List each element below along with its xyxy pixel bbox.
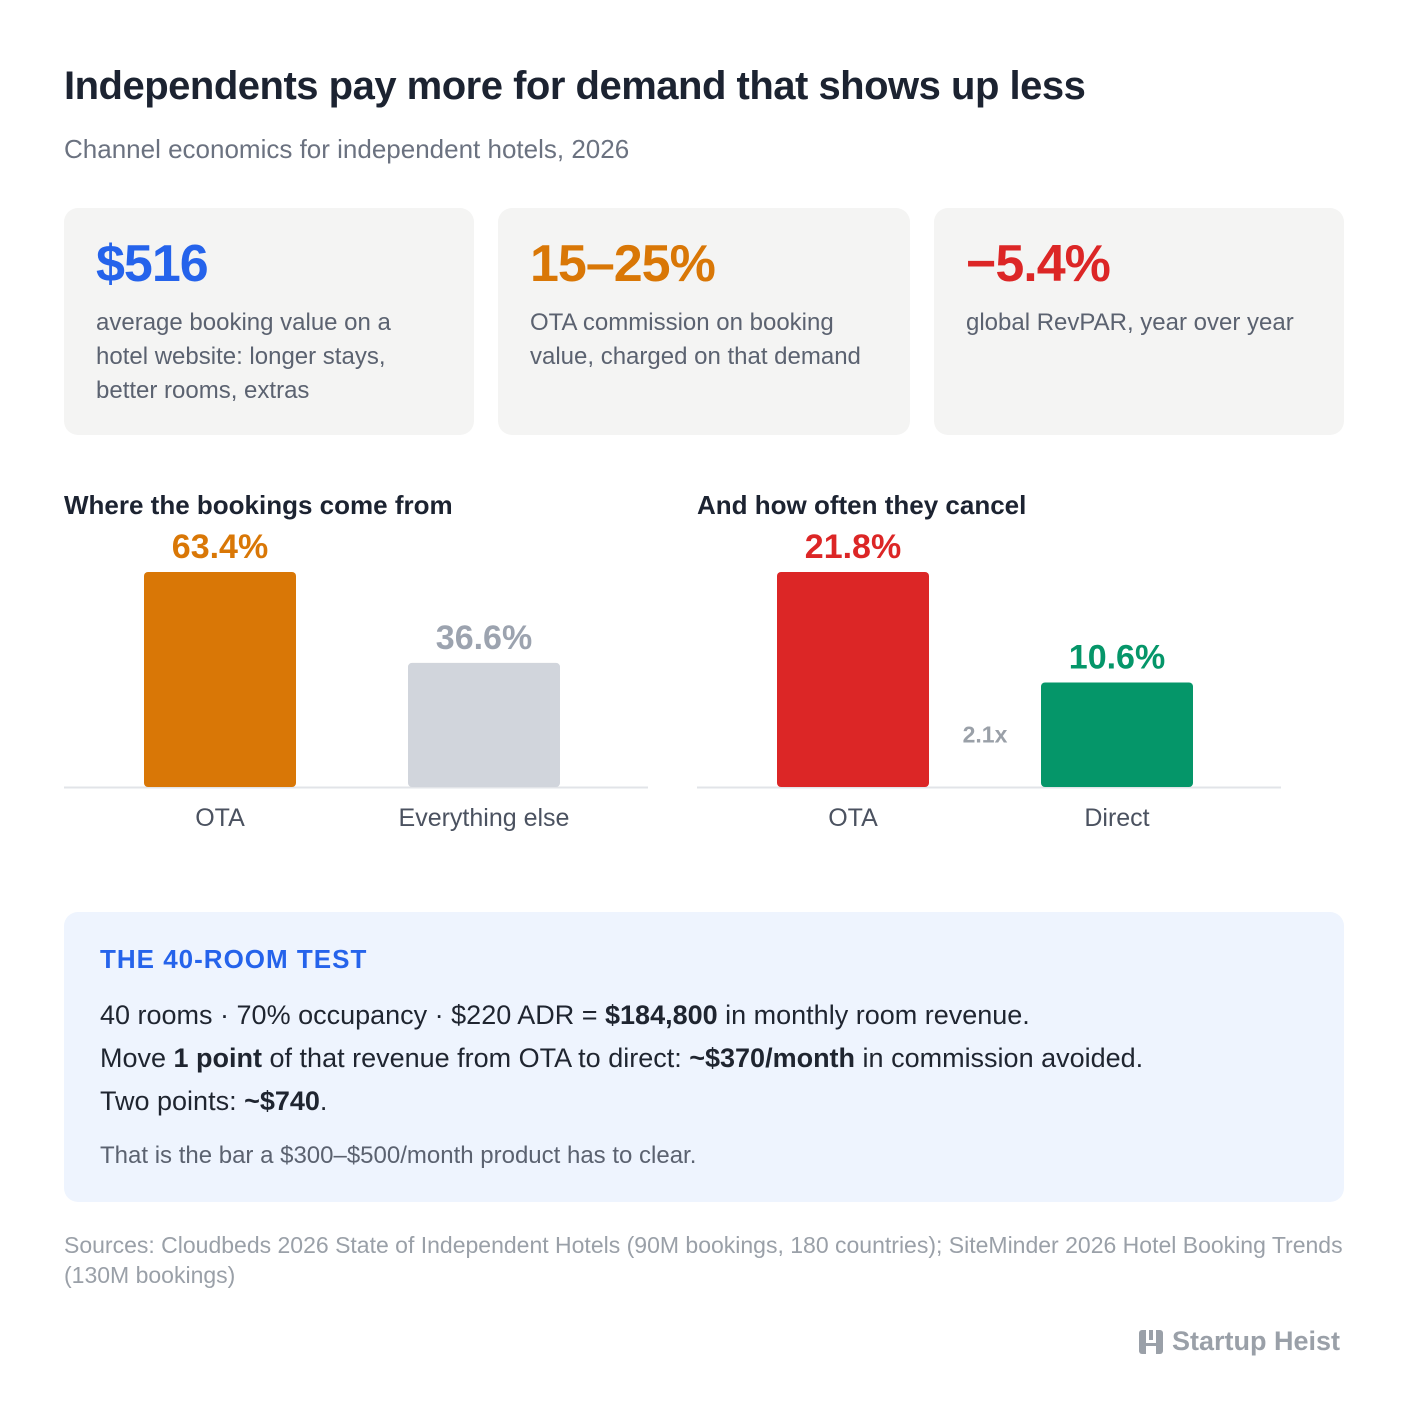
category-label: Everything else xyxy=(399,804,570,832)
test-line-one-point: Move 1 point of that revenue from OTA to… xyxy=(100,1037,1308,1080)
forty-room-test-panel: THE 40-ROOM TEST 40 rooms · 70% occupanc… xyxy=(64,912,1344,1202)
emphasis: 1 point xyxy=(173,1043,263,1073)
bar-everything-else xyxy=(408,662,560,787)
test-heading: THE 40-ROOM TEST xyxy=(100,944,368,974)
bookings-chart-title: Where the bookings come from xyxy=(64,490,453,520)
page-subtitle: Channel economics for independent hotels… xyxy=(64,134,630,164)
stat-description: OTA commission on booking value, charged… xyxy=(530,309,861,370)
stat-description: average booking value on a hotel website… xyxy=(96,309,391,404)
test-line-revenue: 40 rooms · 70% occupancy · $220 ADR = $1… xyxy=(100,994,1308,1037)
emphasis: ~$370/month xyxy=(689,1043,856,1073)
stat-value: 15–25% xyxy=(530,235,716,293)
bar-ota xyxy=(777,572,929,787)
cancellation-bar-chart: 21.8% OTA 10.6% Direct 2.1x xyxy=(697,528,1281,832)
stat-card-ota-commission: 15–25% OTA commission on booking value, … xyxy=(498,208,910,435)
text: 40 rooms · 70% occupancy · $220 ADR = xyxy=(100,1000,606,1030)
stat-description: global RevPAR, year over year xyxy=(966,309,1294,336)
bar-value-label: 10.6% xyxy=(1069,638,1165,676)
text: in monthly room revenue. xyxy=(717,1000,1030,1030)
bar-value-label: 36.6% xyxy=(436,619,532,657)
sources-footnote: Sources: Cloudbeds 2026 State of Indepen… xyxy=(64,1232,1343,1288)
cancel-chart-title: And how often they cancel xyxy=(697,490,1027,520)
bar-value-label: 63.4% xyxy=(172,528,268,566)
emphasis: $184,800 xyxy=(605,1000,718,1030)
bar-direct xyxy=(1041,682,1193,787)
text: Move xyxy=(100,1043,174,1073)
building-logo-icon xyxy=(1138,1329,1163,1354)
bar-value-label: 21.8% xyxy=(805,528,901,566)
stat-value: $516 xyxy=(96,235,209,293)
emphasis: ~$740 xyxy=(244,1086,320,1116)
category-label: OTA xyxy=(195,804,245,832)
bookings-bar-chart: 63.4% OTA 36.6% Everything else xyxy=(64,528,648,832)
ratio-annotation: 2.1x xyxy=(963,722,1008,748)
bar-ota xyxy=(144,572,296,787)
test-note: That is the bar a $300–$500/month produc… xyxy=(100,1142,697,1169)
category-label: OTA xyxy=(828,804,878,832)
text: . xyxy=(319,1086,328,1116)
test-line-two-points: Two points: ~$740. xyxy=(100,1080,1308,1123)
category-label: Direct xyxy=(1084,804,1149,832)
stat-card-revpar: −5.4% global RevPAR, year over year xyxy=(934,208,1344,435)
page-title: Independents pay more for demand that sh… xyxy=(64,64,1086,108)
stat-value: −5.4% xyxy=(966,235,1111,293)
text: in commission avoided. xyxy=(855,1043,1144,1073)
stat-card-booking-value: $516 average booking value on a hotel we… xyxy=(64,208,474,435)
text: of that revenue from OTA to direct: xyxy=(262,1043,690,1073)
text: Two points: xyxy=(100,1086,245,1116)
brand-name: Startup Heist xyxy=(1171,1326,1340,1356)
brand-logo: Startup Heist xyxy=(1138,1326,1340,1357)
